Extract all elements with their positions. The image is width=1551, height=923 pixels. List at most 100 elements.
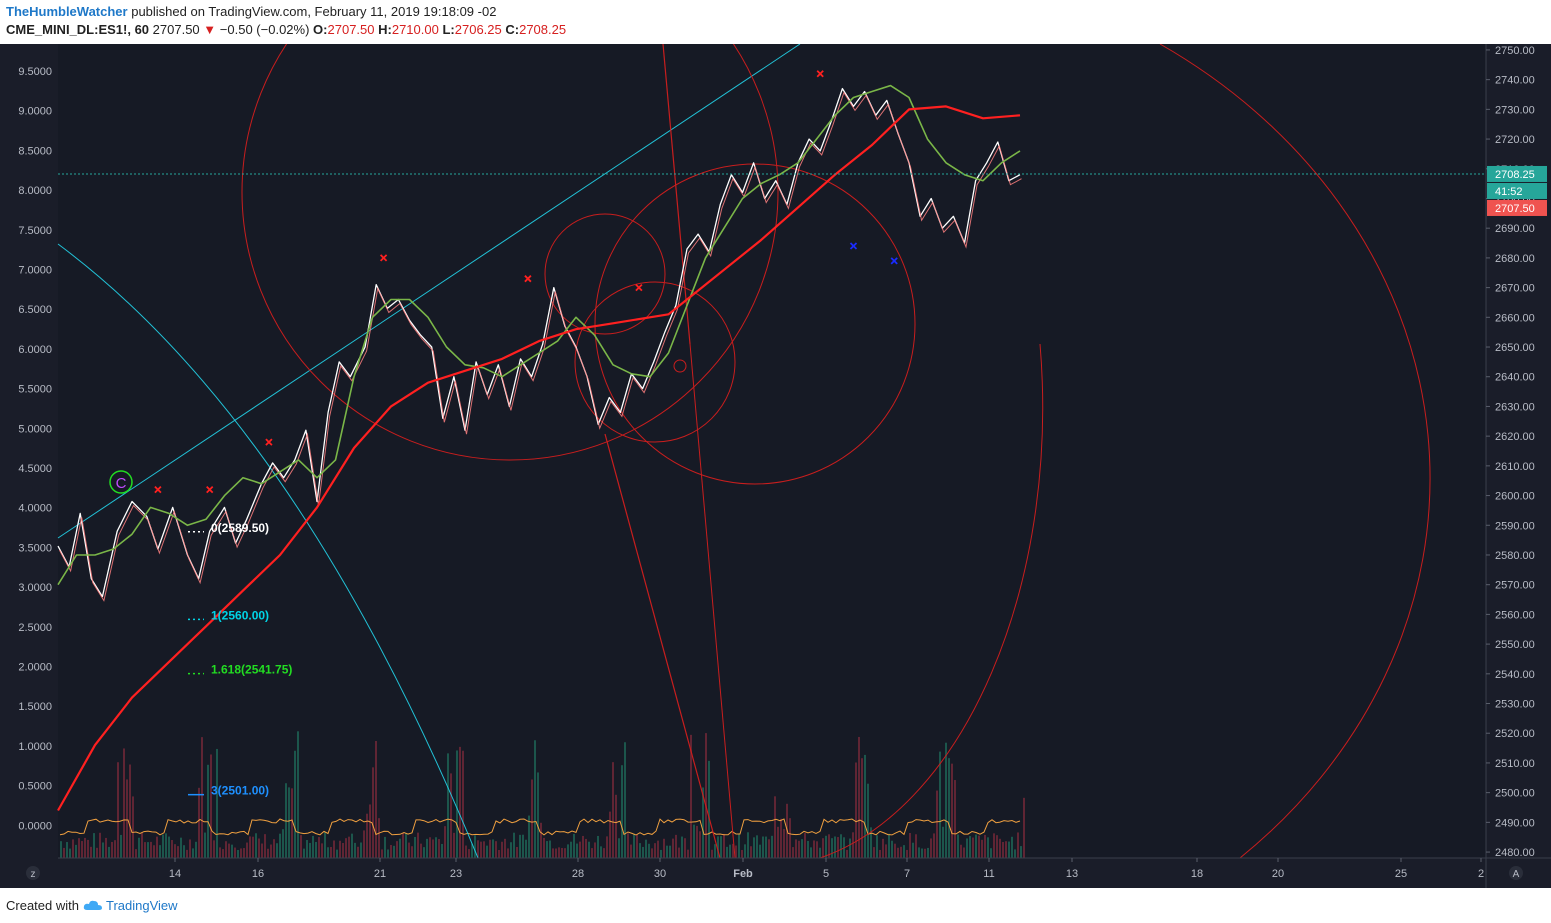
volume-bar	[792, 847, 794, 858]
volume-bar	[156, 836, 158, 858]
volume-bar	[879, 849, 881, 858]
tradingview-brand[interactable]: TradingView	[106, 898, 178, 913]
fib-circle-point[interactable]	[673, 359, 687, 373]
volume-bar	[759, 844, 761, 858]
volume-bar	[693, 824, 695, 858]
right-tick-label: 2640.00	[1495, 372, 1535, 384]
trend-line[interactable]	[57, 43, 801, 539]
price-tag-text: 41:52	[1495, 186, 1523, 198]
volume-bar	[90, 846, 92, 858]
fib-level-label: 3(2501.00)	[211, 784, 269, 798]
fib-circle-mid[interactable]	[594, 163, 916, 485]
volume-bars	[59, 731, 1025, 858]
left-axis[interactable]: 9.5000 9.0000 8.5000 8.0000 7.5000 7.0000 6.50…	[18, 66, 52, 832]
volume-bar	[483, 841, 485, 858]
volume-bar	[267, 848, 269, 858]
volume-bar	[336, 849, 338, 858]
time-tick-label: 18	[1191, 868, 1203, 880]
volume-bar	[981, 839, 983, 858]
curved-trend-line[interactable]	[57, 243, 479, 859]
signal-marker-x	[635, 283, 643, 292]
volume-bar	[864, 754, 866, 858]
volume-bar	[714, 844, 716, 858]
volume-bar	[468, 849, 470, 858]
volume-bar	[372, 767, 374, 858]
volume-bar	[591, 848, 593, 858]
volume-bar	[822, 838, 824, 858]
time-tick-label: 30	[654, 868, 666, 880]
volume-bar	[387, 849, 389, 858]
volume-bar	[102, 842, 104, 858]
fib-circle-tiny[interactable]	[544, 213, 666, 335]
volume-bar	[222, 849, 224, 858]
right-tick-label: 2560.00	[1495, 609, 1535, 621]
volume-bar	[75, 844, 77, 858]
volume-bar	[249, 836, 251, 858]
right-tick-label: 2520.00	[1495, 728, 1535, 740]
fib-arc-inner[interactable]	[819, 343, 1044, 859]
volume-bar	[768, 839, 770, 858]
volume-bar	[651, 848, 653, 858]
volume-bar	[1005, 841, 1007, 858]
volume-bar	[747, 832, 749, 858]
volume-bar	[795, 839, 797, 858]
volume-bar	[828, 834, 830, 858]
tradingview-cloud-icon	[83, 900, 102, 910]
fan-line-1[interactable]	[662, 43, 691, 345]
zoom-icon: z	[31, 869, 36, 880]
price-tag-bg	[1487, 182, 1547, 199]
auto-scale-button[interactable]	[1509, 866, 1523, 880]
high-value: 2710.00	[391, 22, 439, 37]
left-tick-label: 3.0000	[18, 582, 52, 594]
volume-bar	[198, 787, 200, 858]
price-chart[interactable]: 0(2589.50) 1(2560.00) 1.618(2541.75) 3(2501…	[0, 0, 1551, 888]
volume-bar	[819, 847, 821, 858]
left-tick-label: 7.5000	[18, 225, 52, 237]
volume-bar	[324, 832, 326, 858]
fan-line-3[interactable]	[689, 343, 736, 859]
volume-bar	[888, 833, 890, 858]
volume-bar	[984, 834, 986, 858]
series-ma_slow[interactable]	[57, 105, 1021, 812]
zoom-corner-left[interactable]: z	[26, 866, 40, 880]
auto-scale-icon: A	[1513, 869, 1520, 880]
chart-area[interactable]: 0(2589.50) 1(2560.00) 1.618(2541.75) 3(2501…	[0, 0, 1551, 888]
volume-bar	[258, 838, 260, 858]
time-axis[interactable]: 14 16 21 23 28 30 Feb 5 7 11 13 18 20 25 2	[169, 858, 1484, 880]
volume-bar	[384, 836, 386, 858]
fib-arc-outer[interactable]	[1159, 43, 1431, 859]
left-tick-label: 2.5000	[18, 622, 52, 634]
time-tick-label: 16	[252, 868, 264, 880]
volume-bar	[654, 843, 656, 858]
series-ma_fast[interactable]	[57, 84, 1021, 586]
time-tick-label: 7	[904, 868, 910, 880]
volume-bar	[498, 849, 500, 858]
fib-circle-small[interactable]	[574, 281, 736, 443]
left-tick-label: 7.0000	[18, 265, 52, 277]
series-layer	[57, 84, 1022, 812]
volume-bar	[264, 834, 266, 858]
volume-bar	[396, 841, 398, 858]
volume-bar	[894, 843, 896, 858]
volume-bar	[495, 841, 497, 858]
volume-bar	[909, 832, 911, 858]
volume-bar	[603, 848, 605, 858]
volume-bar	[765, 836, 767, 858]
fan-line-2[interactable]	[604, 433, 721, 859]
auto-scale-corner[interactable]: A	[1509, 866, 1523, 880]
high-label: H:	[378, 22, 392, 37]
right-tick-label: 2670.00	[1495, 283, 1535, 295]
volume-bar	[939, 751, 941, 858]
volume-bar	[459, 746, 461, 858]
volume-bar	[144, 842, 146, 858]
volume-bar	[573, 833, 575, 858]
volume-bar	[918, 847, 920, 858]
volume-bar	[564, 848, 566, 858]
zoom-corner-left-button[interactable]	[26, 866, 40, 880]
volume-bar	[600, 846, 602, 858]
fib-circle-large[interactable]	[241, 0, 779, 461]
publish-line: TheHumbleWatcher published on TradingVie…	[6, 4, 496, 19]
volume-bar	[642, 846, 644, 858]
volume-bar	[846, 849, 848, 858]
author-link[interactable]: TheHumbleWatcher	[6, 4, 128, 19]
